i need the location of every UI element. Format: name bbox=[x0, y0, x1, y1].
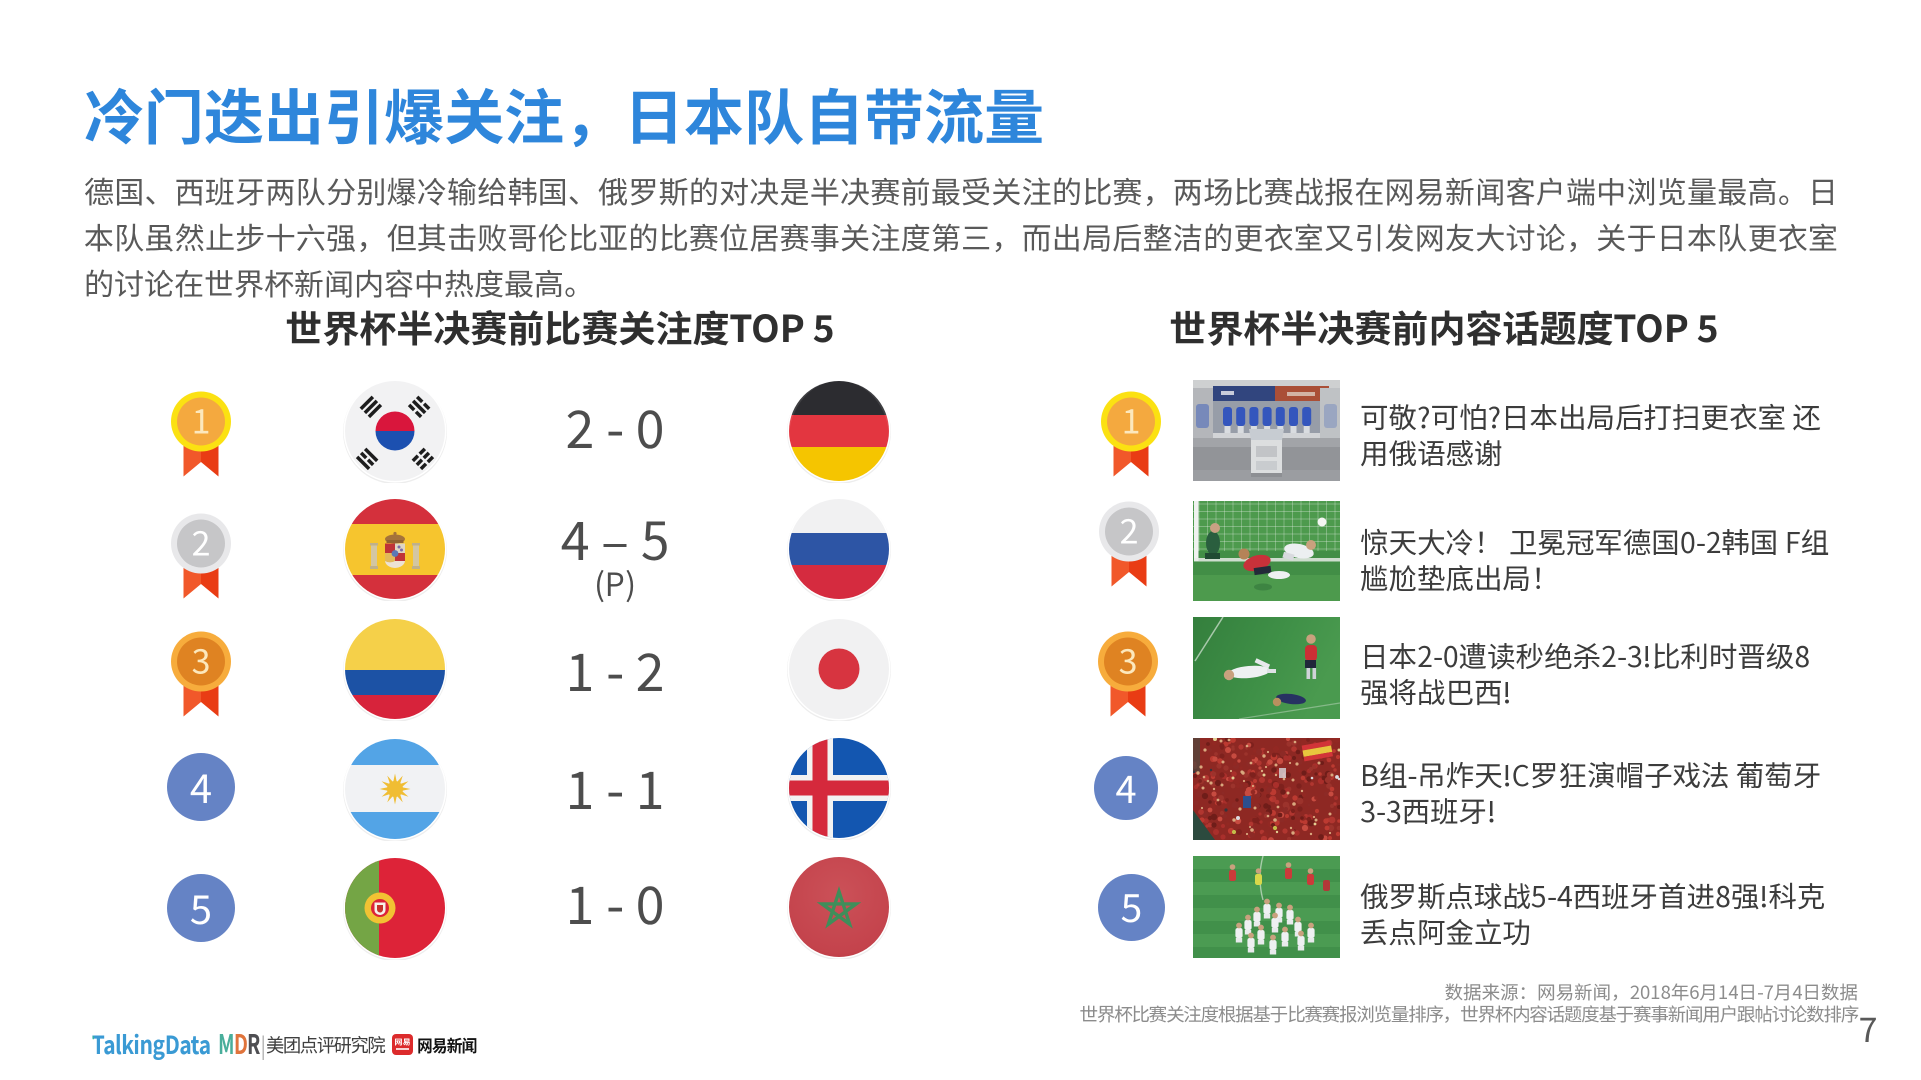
svg-text:3: 3 bbox=[192, 635, 211, 684]
svg-text:2: 2 bbox=[192, 517, 211, 566]
svg-text:2: 2 bbox=[1120, 505, 1139, 554]
svg-text:1: 1 bbox=[1122, 395, 1141, 444]
svg-text:1: 1 bbox=[192, 395, 211, 444]
svg-text:3: 3 bbox=[1119, 635, 1138, 684]
